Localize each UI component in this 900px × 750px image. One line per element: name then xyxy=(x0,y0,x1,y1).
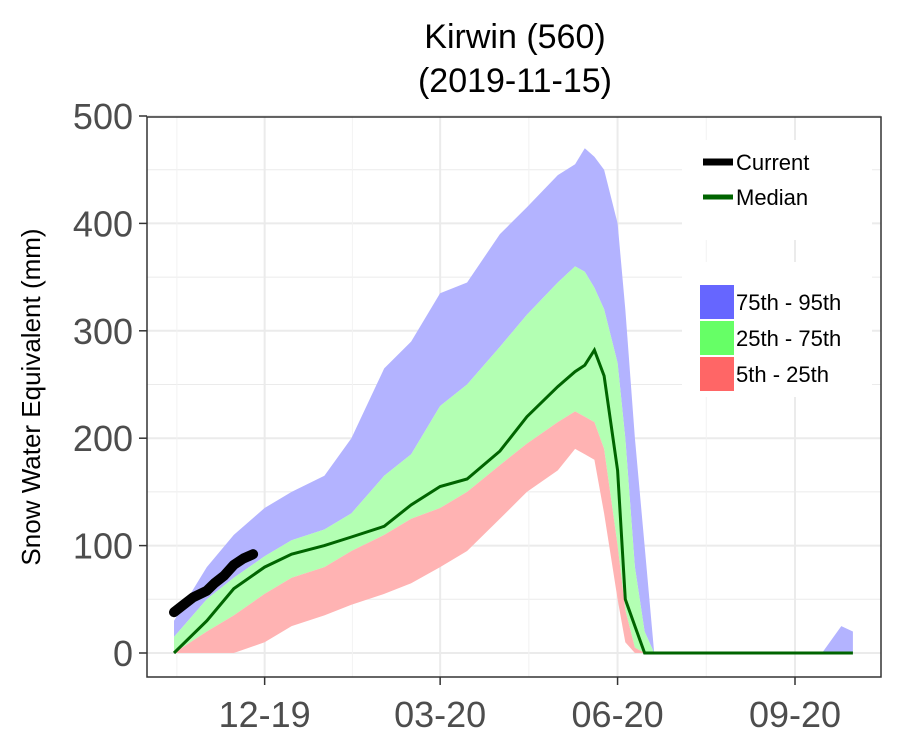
percentile-bands xyxy=(174,148,853,653)
x-tick-label: 09-20 xyxy=(749,694,841,735)
legend-label-median: Median xyxy=(736,185,808,210)
y-axis-ticks: 0 100 200 300 400 500 xyxy=(73,96,147,674)
current-series-line xyxy=(169,549,259,618)
legend-swatch-legend_p5_25 xyxy=(700,357,734,391)
y-tick-label: 100 xyxy=(73,526,133,567)
band-75th-95th xyxy=(174,148,853,653)
chart-title: Kirwin (560) xyxy=(424,18,605,56)
chart-subtitle: (2019-11-15) xyxy=(418,62,612,100)
x-axis-ticks: 12-19 03-20 06-20 09-20 xyxy=(219,677,841,735)
y-tick-label: 0 xyxy=(113,633,133,674)
median-series-line xyxy=(172,346,853,655)
x-tick-label: 03-20 xyxy=(394,694,486,735)
legend-label-legend_p75_95: 75th - 95th xyxy=(736,290,841,315)
legend-label-legend_p5_25: 5th - 25th xyxy=(736,362,829,387)
y-tick-label: 300 xyxy=(73,311,133,352)
x-tick-label: 06-20 xyxy=(572,694,664,735)
legend-label-current: Current xyxy=(736,150,809,175)
legend-background xyxy=(682,140,872,240)
legend-label-legend_p25_75: 25th - 75th xyxy=(736,326,841,351)
legend-swatch-legend_p75_95 xyxy=(700,285,734,319)
band-25th-75th xyxy=(174,266,853,653)
legend-swatch-legend_p25_75 xyxy=(700,321,734,355)
y-axis-label: Snow Water Equivalent (mm) xyxy=(16,228,46,565)
x-tick-label: 12-19 xyxy=(219,694,311,735)
y-tick-label: 200 xyxy=(73,418,133,459)
y-tick-label: 400 xyxy=(73,203,133,244)
band-5th-25th xyxy=(174,411,853,653)
y-tick-label: 500 xyxy=(73,96,133,137)
plot-panel-border xyxy=(146,116,882,678)
legend: Current Median 75th - 95th 25th - 75th 5th -… xyxy=(682,140,872,397)
